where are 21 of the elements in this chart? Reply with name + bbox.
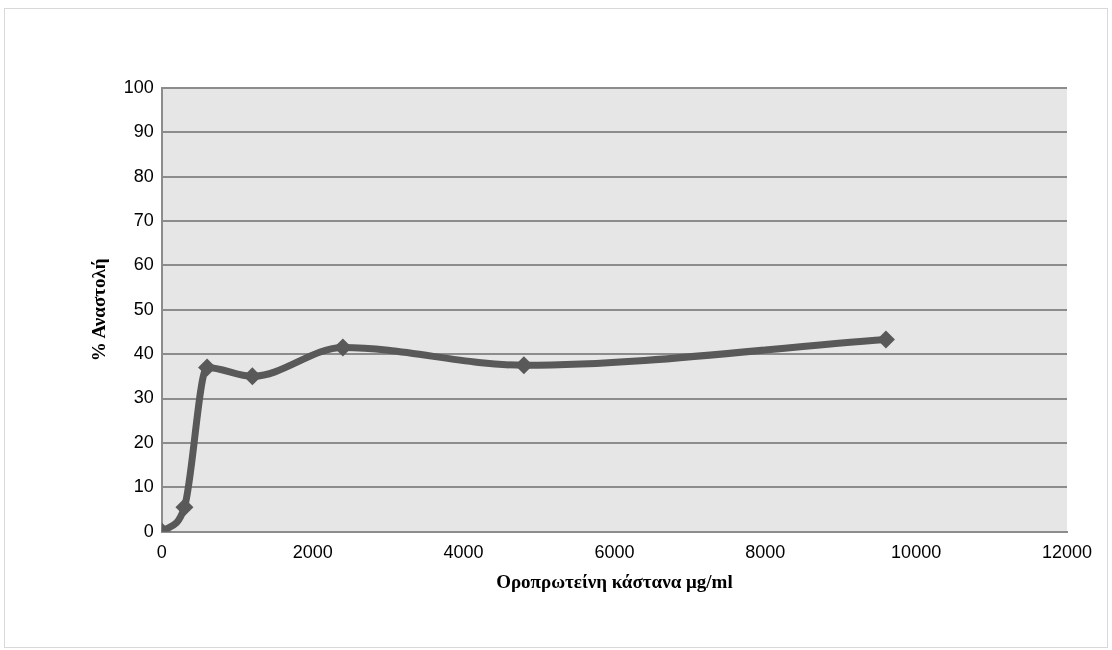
x-tick-label: 6000 (594, 542, 635, 563)
y-tick-label: 80 (133, 165, 154, 186)
y-tick-label: 40 (133, 343, 154, 364)
point (175, 498, 194, 517)
y-tick-label: 50 (133, 298, 154, 319)
y-tick-label: 100 (123, 76, 154, 97)
y-axis-title: % Αναστολή (88, 258, 110, 362)
y-tick-label: 60 (133, 254, 154, 275)
x-tick-label: 12000 (1041, 542, 1093, 563)
x-tick-label: 2000 (292, 542, 333, 563)
x-tick-label: 10000 (891, 542, 942, 563)
y-tick-label: 10 (133, 476, 154, 497)
y-tick-label: 90 (133, 121, 154, 142)
y-tick-label: 20 (133, 431, 154, 452)
y-tick-label: 30 (133, 387, 154, 408)
x-tick-label: 0 (156, 542, 167, 563)
y-tick-label: 70 (133, 210, 154, 231)
x-axis-title: Οροπρωτείνη κάστανα μg/ml (496, 570, 733, 592)
x-tick-label: 8000 (745, 542, 786, 563)
y-tick-label: 0 (143, 520, 154, 541)
x-tick-label: 4000 (443, 542, 484, 563)
